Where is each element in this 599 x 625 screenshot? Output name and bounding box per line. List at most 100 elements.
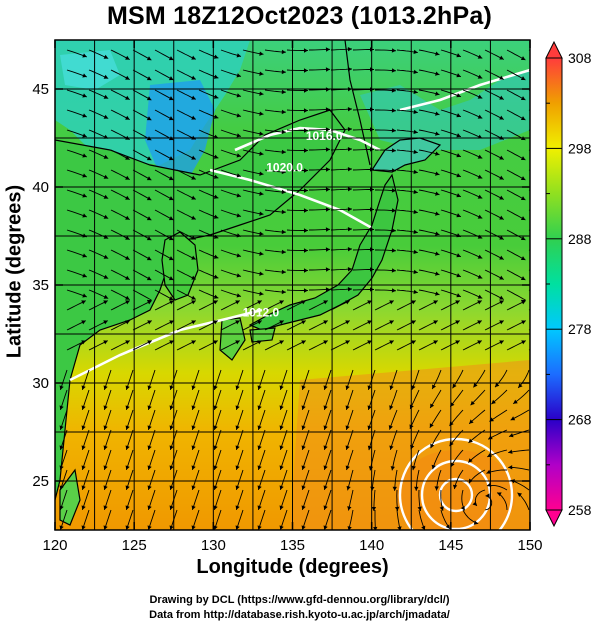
streamline-arrowhead <box>82 153 87 158</box>
streamline-arrowhead <box>191 155 196 160</box>
streamline-arrowhead <box>236 113 242 118</box>
streamline-arrowhead <box>59 445 64 450</box>
streamline-arrowhead <box>59 485 64 490</box>
streamline <box>528 129 530 132</box>
streamline-arrowhead <box>303 248 308 253</box>
streamline-arrowhead <box>213 340 218 345</box>
streamline-arrowhead <box>103 274 109 279</box>
streamline-arrowhead <box>301 320 306 325</box>
streamline-arrowhead <box>168 276 174 281</box>
streamline-arrowhead <box>81 425 86 430</box>
streamline-arrowhead <box>146 116 152 121</box>
streamline-arrowhead <box>477 234 483 239</box>
streamline-arrowhead <box>281 109 286 115</box>
streamline-arrowhead <box>103 485 108 490</box>
streamline-arrowhead <box>346 485 351 491</box>
streamline-arrowhead <box>520 176 526 181</box>
streamline-arrowhead <box>191 300 196 305</box>
streamline-arrowhead <box>477 300 482 305</box>
streamline-arrowhead <box>125 465 130 470</box>
streamline-arrowhead <box>191 275 196 280</box>
streamline-arrowhead <box>413 49 418 55</box>
streamline-arrowhead <box>82 253 87 258</box>
streamline-arrowhead <box>391 68 396 73</box>
streamline-arrowhead <box>213 74 219 79</box>
streamline-arrowhead <box>279 505 284 510</box>
colorbar-bottom-arrow <box>545 509 563 528</box>
streamline-arrowhead <box>213 385 218 390</box>
streamline-arrowhead <box>147 300 152 305</box>
streamline-arrowhead <box>521 320 526 325</box>
streamline-arrowhead <box>345 425 350 430</box>
streamline-arrowhead <box>168 256 174 261</box>
streamline-arrowhead <box>236 213 242 218</box>
streamline-arrowhead <box>303 288 308 293</box>
streamline-arrowhead <box>389 340 394 345</box>
streamline-arrowhead <box>59 525 64 530</box>
streamline-arrowhead <box>82 133 87 138</box>
streamline-arrowhead <box>413 109 418 115</box>
streamline-arrowhead <box>413 69 418 75</box>
streamline-arrowhead <box>213 445 218 450</box>
streamline-arrowhead <box>367 385 372 390</box>
streamline-arrowhead <box>103 320 108 325</box>
streamline-arrowhead <box>347 526 352 530</box>
streamline-arrowhead <box>301 525 306 530</box>
streamline-arrowhead <box>125 405 130 410</box>
streamline-arrowhead <box>303 208 308 213</box>
streamline-arrowhead <box>279 525 284 530</box>
streamline <box>528 269 530 272</box>
streamline-arrowhead <box>169 445 174 450</box>
streamline-arrowhead <box>301 300 306 305</box>
streamline-arrowhead <box>125 115 130 120</box>
streamline-arrowhead <box>323 505 328 510</box>
streamline-arrowhead <box>59 505 64 510</box>
streamline-arrowhead <box>456 153 461 158</box>
streamline-arrowhead <box>103 505 108 510</box>
streamline-arrowhead <box>456 273 461 278</box>
streamline-arrowhead <box>191 505 196 510</box>
streamline-arrowhead <box>279 340 284 345</box>
streamline-arrowhead <box>281 249 286 255</box>
streamline-arrowhead <box>373 526 378 530</box>
streamline-arrowhead <box>281 69 286 75</box>
y-axis-label: Latitude (degrees) <box>3 184 26 359</box>
streamline-arrowhead <box>303 148 308 153</box>
isobar-cyclone-outer <box>398 437 514 530</box>
streamline-arrowhead <box>477 74 483 79</box>
streamline-arrowhead <box>456 93 461 98</box>
streamline-arrowhead <box>259 71 264 76</box>
streamline-arrowhead <box>125 425 130 430</box>
streamline-arrowhead <box>499 195 504 200</box>
streamline <box>528 49 530 52</box>
streamline-arrowhead <box>281 129 286 135</box>
streamline-arrowhead <box>281 229 286 235</box>
streamline-arrowhead <box>169 425 174 430</box>
streamline-arrowhead <box>147 485 152 490</box>
streamline-arrowhead <box>421 525 426 530</box>
streamline-arrowhead <box>347 46 352 52</box>
streamline-arrowhead <box>325 267 330 272</box>
streamline-arrowhead <box>499 340 504 345</box>
colorbar: 308 298 288 278 268 258 <box>545 40 592 528</box>
streamline-arrowhead <box>146 76 152 81</box>
streamline-arrowhead <box>235 445 240 450</box>
streamline-arrowhead <box>191 405 196 410</box>
streamline-arrowhead <box>435 51 440 56</box>
streamline-arrowhead <box>347 66 352 72</box>
streamline-arrowhead <box>367 320 372 325</box>
streamline-arrowhead <box>191 485 196 490</box>
streamline-arrowhead <box>59 465 64 470</box>
streamline-arrowhead <box>169 405 174 410</box>
streamline-arrowhead <box>82 53 87 58</box>
streamline-arrowhead <box>281 89 286 95</box>
streamline-arrowhead <box>146 196 152 201</box>
streamline-arrowhead <box>81 300 86 305</box>
streamline-arrowhead <box>146 256 152 261</box>
streamline-arrowhead <box>510 416 516 421</box>
streamline-arrowhead <box>303 168 308 173</box>
streamline-arrowhead <box>499 175 504 180</box>
streamline-arrowhead <box>391 208 396 213</box>
streamline <box>528 229 530 232</box>
streamline-arrowhead <box>125 295 130 300</box>
